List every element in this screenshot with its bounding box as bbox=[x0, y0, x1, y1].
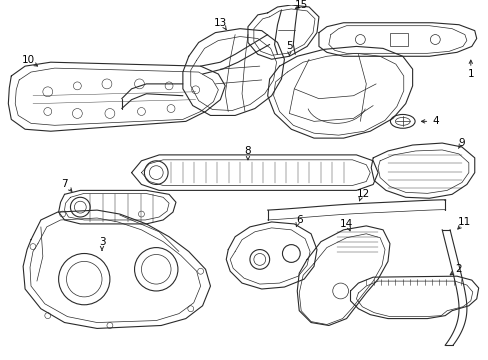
Text: 3: 3 bbox=[99, 237, 105, 247]
Text: 2: 2 bbox=[455, 264, 461, 274]
Text: 4: 4 bbox=[431, 116, 438, 126]
Text: 6: 6 bbox=[295, 215, 302, 225]
Bar bbox=[389, 33, 407, 46]
Text: 11: 11 bbox=[457, 217, 470, 227]
Text: 8: 8 bbox=[244, 146, 251, 156]
Text: 13: 13 bbox=[213, 18, 226, 28]
Text: 7: 7 bbox=[61, 180, 68, 189]
Text: 12: 12 bbox=[356, 189, 369, 199]
Text: 5: 5 bbox=[285, 41, 292, 51]
Text: 10: 10 bbox=[21, 55, 35, 65]
Text: 9: 9 bbox=[458, 138, 464, 148]
Text: 1: 1 bbox=[467, 69, 473, 79]
Text: 15: 15 bbox=[294, 0, 307, 10]
Text: 14: 14 bbox=[339, 219, 352, 229]
